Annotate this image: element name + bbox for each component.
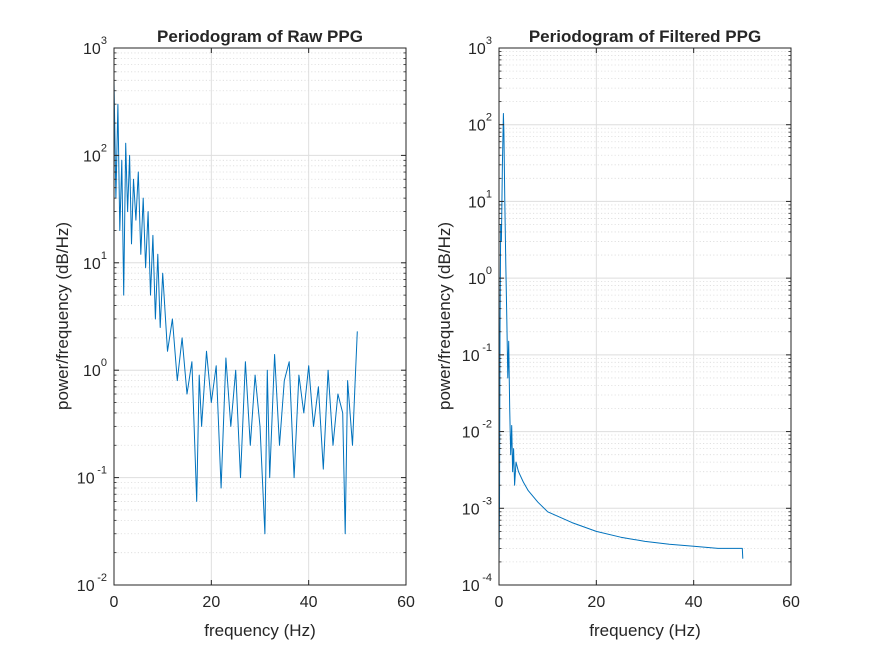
filtered-y-tick-label: 10	[468, 118, 486, 135]
raw-y-tick-label: 10	[83, 256, 101, 273]
raw-x-axis-label: frequency (Hz)	[204, 621, 315, 640]
raw-plot-area	[114, 48, 406, 585]
raw-y-tick-label: 10	[83, 41, 101, 58]
filtered-y-tick-label: 10	[462, 348, 480, 365]
filtered-y-tick-exponent: 2	[486, 112, 492, 124]
filtered-x-tick-label: 60	[782, 594, 800, 611]
raw-periodogram-line	[113, 80, 358, 535]
filtered-x-tick-label: 0	[495, 594, 504, 611]
raw-y-tick-exponent: -2	[97, 572, 107, 584]
raw-y-tick-label: 10	[83, 363, 101, 380]
raw-y-tick-label: 10	[77, 471, 95, 488]
filtered-y-tick-label: 10	[462, 578, 480, 595]
filtered-y-tick-label: 10	[462, 425, 480, 442]
raw-y-tick-exponent: 3	[101, 35, 107, 47]
filtered-y-tick-exponent: -3	[482, 495, 492, 507]
raw-axes-box	[113, 47, 407, 586]
filtered-y-tick-label: 10	[468, 41, 486, 58]
filtered-axes-box	[498, 47, 792, 586]
raw-data-layer	[113, 80, 358, 535]
raw-y-tick-exponent: 1	[101, 250, 107, 262]
filtered-y-tick-label: 10	[468, 271, 486, 288]
raw-y-tick-exponent: 2	[101, 142, 107, 154]
filtered-data-layer	[498, 113, 744, 562]
raw-x-tick-label: 20	[202, 594, 220, 611]
filtered-x-tick-label: 20	[587, 594, 605, 611]
filtered-y-tick-exponent: -1	[482, 342, 492, 354]
raw-y-tick-label: 10	[83, 148, 101, 165]
filtered-y-tick-exponent: 0	[486, 265, 492, 277]
filtered-y-tick-exponent: 3	[486, 35, 492, 47]
raw-y-tick-label: 10	[77, 578, 95, 595]
raw-chart-title: Periodogram of Raw PPG	[157, 27, 363, 46]
raw-y-tick-exponent: 0	[101, 357, 107, 369]
raw-x-tick-label: 0	[110, 594, 119, 611]
filtered-periodogram-line	[498, 113, 744, 562]
filtered-y-tick-exponent: -2	[482, 419, 492, 431]
raw-y-tick-exponent: -1	[97, 465, 107, 477]
filtered-x-axis-label: frequency (Hz)	[589, 621, 700, 640]
filtered-y-tick-exponent: -4	[482, 572, 492, 584]
filtered-y-tick-exponent: 1	[486, 188, 492, 200]
filtered-chart-title: Periodogram of Filtered PPG	[529, 27, 761, 46]
filtered-grid	[499, 48, 791, 585]
filtered-plot-area	[499, 48, 791, 585]
filtered-y-tick-label: 10	[468, 194, 486, 211]
raw-x-tick-label: 60	[397, 594, 415, 611]
filtered-y-axis-label: power/frequency (dB/Hz)	[435, 222, 454, 410]
filtered-x-tick-label: 40	[685, 594, 703, 611]
raw-y-axis-label: power/frequency (dB/Hz)	[53, 222, 72, 410]
raw-x-tick-label: 40	[300, 594, 318, 611]
filtered-y-tick-label: 10	[462, 501, 480, 518]
